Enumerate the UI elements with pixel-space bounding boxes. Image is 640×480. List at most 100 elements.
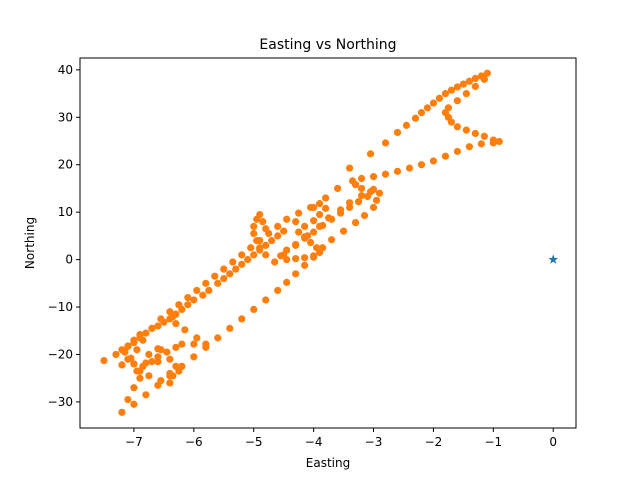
track-point xyxy=(238,315,246,323)
track-point xyxy=(178,340,186,348)
track-point xyxy=(250,229,258,238)
track-point xyxy=(453,97,461,105)
track-point xyxy=(310,217,318,225)
track-point xyxy=(357,184,366,193)
x-tick-label: −2 xyxy=(425,435,443,449)
track-point xyxy=(447,118,456,126)
track-point xyxy=(429,157,438,165)
track-point xyxy=(477,140,485,148)
x-tick-label: 0 xyxy=(549,435,557,449)
track-point xyxy=(357,191,366,200)
track-point xyxy=(220,274,228,283)
track-point xyxy=(393,128,402,137)
track-point xyxy=(175,301,183,309)
track-point xyxy=(280,227,288,235)
track-point xyxy=(274,232,282,240)
track-point xyxy=(327,236,336,244)
track-point xyxy=(154,322,162,330)
track-point xyxy=(366,150,375,158)
track-point xyxy=(136,374,144,382)
track-point xyxy=(199,291,207,299)
track-point xyxy=(360,211,369,220)
track-point xyxy=(336,206,345,214)
track-point xyxy=(121,348,129,356)
track-point xyxy=(154,353,162,361)
x-tick-label: −4 xyxy=(305,435,323,449)
track-point xyxy=(163,348,171,356)
y-tick-label: −10 xyxy=(48,300,73,314)
track-point xyxy=(462,89,470,98)
track-point xyxy=(453,147,461,156)
track-point xyxy=(301,261,309,269)
track-point xyxy=(480,75,488,83)
track-point xyxy=(471,82,479,91)
track-point xyxy=(363,192,372,201)
track-point xyxy=(292,241,300,249)
track-point xyxy=(238,251,246,259)
track-point xyxy=(142,391,150,399)
track-point xyxy=(148,357,156,366)
y-tick-label: −20 xyxy=(48,347,73,361)
track-point xyxy=(118,408,126,416)
track-point xyxy=(112,350,120,359)
x-tick-label: −5 xyxy=(245,435,263,449)
track-point xyxy=(118,361,126,369)
track-point xyxy=(124,342,132,350)
track-point xyxy=(226,270,234,278)
track-point xyxy=(465,77,473,85)
track-point xyxy=(202,343,210,351)
track-point xyxy=(214,279,222,287)
track-point xyxy=(211,272,219,280)
track-point xyxy=(139,336,147,344)
x-tick-label: −3 xyxy=(365,435,383,449)
track-point xyxy=(301,254,309,262)
track-point xyxy=(130,384,138,392)
track-point xyxy=(292,218,300,226)
track-point xyxy=(381,139,390,147)
y-tick-label: −30 xyxy=(48,395,73,409)
track-point xyxy=(274,222,282,230)
track-point xyxy=(226,324,234,332)
track-point xyxy=(495,137,503,146)
track-point xyxy=(369,185,378,193)
track-point xyxy=(319,244,327,252)
track-point xyxy=(351,181,360,189)
track-point xyxy=(166,355,174,363)
track-point xyxy=(462,126,470,134)
track-point xyxy=(295,209,303,217)
y-tick-label: 0 xyxy=(65,253,73,267)
track-point xyxy=(259,218,267,226)
track-point xyxy=(354,198,363,206)
track-point xyxy=(190,340,198,348)
track-point xyxy=(184,301,192,309)
track-point xyxy=(100,357,108,365)
track-point xyxy=(229,258,237,266)
track-point xyxy=(345,199,354,207)
track-point xyxy=(369,172,378,181)
track-point xyxy=(232,265,240,273)
track-point xyxy=(175,367,183,375)
track-point xyxy=(351,219,360,227)
plot-marks xyxy=(100,69,559,416)
track-point xyxy=(181,326,189,334)
track-point xyxy=(405,164,414,172)
track-point xyxy=(313,244,321,252)
origin-star-marker xyxy=(548,254,559,264)
track-point xyxy=(133,367,141,375)
track-point xyxy=(283,278,291,286)
track-point xyxy=(130,360,138,368)
track-point xyxy=(262,296,270,304)
y-tick-label: 40 xyxy=(58,63,73,77)
track-point xyxy=(214,334,222,342)
x-tick-label: −6 xyxy=(185,435,203,449)
track-point xyxy=(169,312,177,321)
track-point xyxy=(345,164,354,172)
track-point xyxy=(310,253,318,261)
track-point xyxy=(381,170,390,178)
track-point xyxy=(253,237,261,245)
track-point xyxy=(250,251,258,259)
track-point xyxy=(256,244,264,252)
track-point xyxy=(172,343,180,351)
